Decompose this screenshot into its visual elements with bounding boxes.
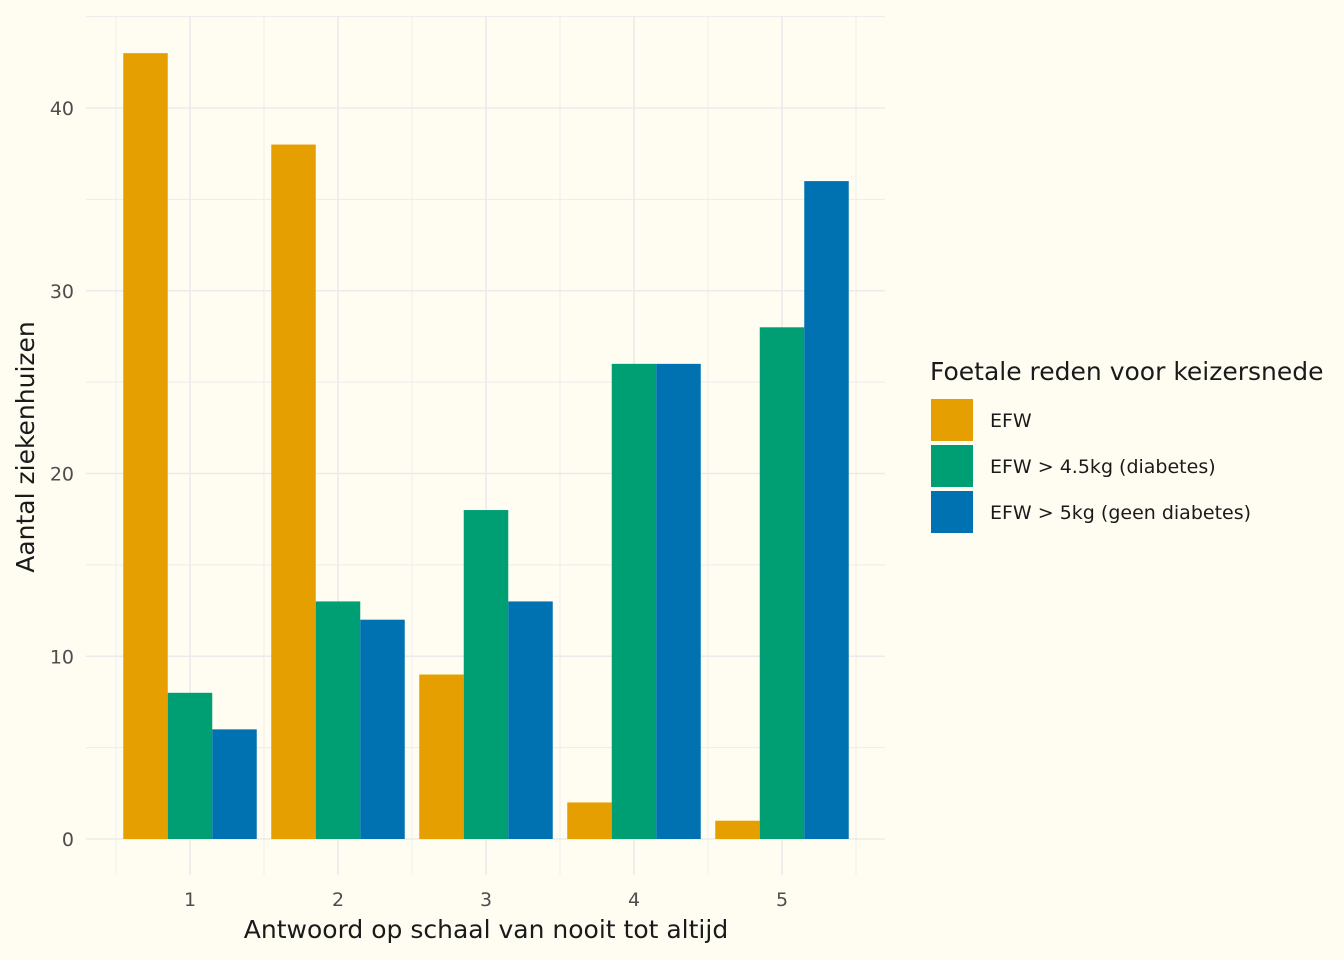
bars [123,53,849,840]
bar [123,53,168,840]
bar [315,601,361,839]
legend-label: EFW [990,410,1032,432]
bar [715,820,760,839]
y-tick-label: 30 [50,281,74,303]
legend-title: Foetale reden voor keizersnede [930,357,1324,386]
x-tick-label: 5 [776,889,788,911]
legend-label: EFW > 5kg (geen diabetes) [990,502,1251,524]
x-tick-label: 3 [480,889,492,911]
x-tick-label: 2 [332,889,344,911]
x-tick-label: 1 [184,889,196,911]
bar [567,802,612,839]
legend-key [931,445,973,487]
bar [360,619,405,839]
legend-label: EFW > 4.5kg (diabetes) [990,456,1216,478]
x-axis-ticks: 1 2 3 4 5 [184,889,788,911]
legend-key [931,399,973,441]
bar [167,692,213,839]
bar [759,327,805,839]
legend: Foetale reden voor keizersnede EFW EFW > … [930,357,1324,533]
bar [463,510,509,839]
bar [271,144,316,840]
x-tick-label: 4 [628,889,640,911]
legend-key [931,491,973,533]
y-tick-label: 40 [50,98,74,120]
y-axis-title: Aantal ziekenhuizen [11,321,40,573]
y-tick-label: 10 [50,646,74,668]
bar [611,363,657,839]
bar [212,729,257,839]
y-tick-label: 0 [62,829,74,851]
y-axis-ticks: 0 10 20 30 40 [50,98,74,851]
y-tick-label: 20 [50,464,74,486]
bar [804,181,849,840]
bar [508,601,553,839]
x-axis-title: Antwoord op schaal van nooit tot altijd [244,915,728,944]
bar [656,363,701,839]
bar [419,674,464,839]
